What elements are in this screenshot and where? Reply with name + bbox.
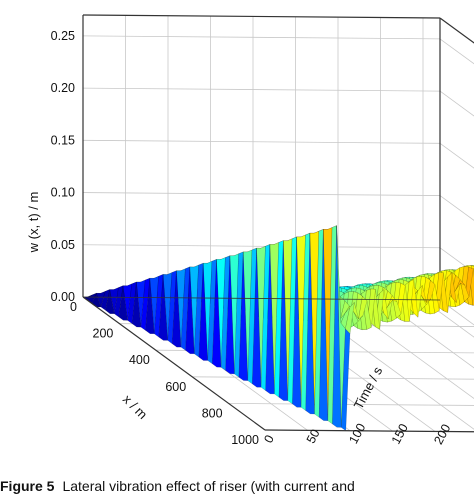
z-tick-label: 0.15 xyxy=(51,133,75,147)
surface-chart: 0.00 0.05 0.10 0.15 0.20 0.25 0 200 400 600 800 100… xyxy=(26,14,474,447)
box-edge xyxy=(82,296,441,301)
box-edge xyxy=(82,296,266,431)
x-tick-label: 600 xyxy=(165,380,186,394)
time-tick-label: 100 xyxy=(346,421,368,446)
z-tick-label: 0.25 xyxy=(51,29,75,43)
grid-line xyxy=(228,403,474,406)
grid-line xyxy=(82,139,441,144)
z-tick-label: 0.10 xyxy=(51,186,75,200)
time-tick-label: 150 xyxy=(389,421,411,446)
tick-labels: 0.00 0.05 0.10 0.15 0.20 0.25 0 200 400 600 800 100… xyxy=(51,29,474,447)
grid-line xyxy=(380,299,474,369)
x-axis-label: x / m xyxy=(120,392,151,423)
grid-line xyxy=(422,299,474,338)
z-axis-label: w (x, t) / m xyxy=(26,192,41,254)
x-tick-label: 800 xyxy=(202,406,223,420)
box-front-frame xyxy=(82,296,474,433)
grid-line xyxy=(82,192,441,196)
x-tick-label: 200 xyxy=(93,327,114,341)
x-tick-label: 0 xyxy=(70,300,77,314)
figure-caption: Figure 5 Lateral vibration effect of rise… xyxy=(0,478,474,503)
figure-caption-text: Lateral vibration effect of riser (with … xyxy=(62,478,355,494)
grid-line xyxy=(439,90,474,117)
figure-label: Figure 5 xyxy=(0,478,55,494)
grid-line xyxy=(82,87,441,92)
surface-cell xyxy=(341,328,351,431)
time-tick-label: 0 xyxy=(261,433,277,446)
box-edge xyxy=(439,17,474,44)
grid-line xyxy=(82,244,441,249)
box-edge xyxy=(82,14,441,19)
grid-line xyxy=(439,143,474,169)
z-tick-label: 0.00 xyxy=(51,290,75,304)
surface-mesh xyxy=(82,225,474,431)
time-tick-label: 50 xyxy=(304,427,323,446)
time-tick-label: 200 xyxy=(431,422,453,447)
z-tick-label: 0.05 xyxy=(51,238,75,252)
grid-line xyxy=(439,38,474,65)
x-tick-label: 400 xyxy=(129,353,150,367)
grid-line xyxy=(82,35,441,40)
grid-line xyxy=(439,195,474,221)
grid-line xyxy=(439,299,474,326)
x-tick-label: 1000 xyxy=(231,433,259,447)
box-edge xyxy=(264,429,474,433)
z-tick-label: 0.20 xyxy=(51,81,75,95)
